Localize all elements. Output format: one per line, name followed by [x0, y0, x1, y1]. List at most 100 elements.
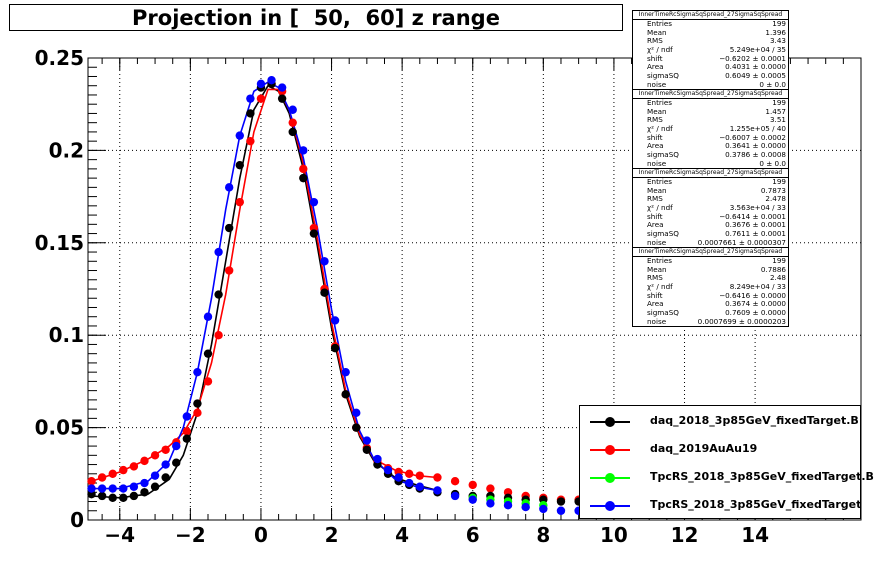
stat-row: Area 0.3641 ± 0.0000 [633, 142, 788, 151]
data-point [288, 105, 297, 114]
data-point [330, 316, 340, 325]
stat-row: sigmaSQ 0.7611 ± 0.0001 [633, 228, 788, 239]
legend-marker-icon [605, 501, 615, 511]
stat-row: χ² / ndf 5.249e+04 / 35 [633, 44, 788, 55]
data-point [405, 478, 414, 488]
data-point [224, 223, 234, 233]
data-point [503, 501, 513, 510]
data-point [97, 491, 107, 501]
stat-key: noise [647, 79, 667, 89]
data-point [486, 499, 495, 508]
stat-value: 5.249e+04 / 35 [729, 44, 786, 54]
stat-box: InnerTimeRcSigmaSqSpread_27SigmaSqSpread… [632, 10, 789, 91]
stat-key: Mean [647, 106, 667, 116]
stat-box-title: InnerTimeRcSigmaSqSpread_27SigmaSqSpread [633, 169, 788, 178]
y-tick-label: 0.15 [35, 231, 84, 255]
data-point [246, 136, 255, 146]
data-point [468, 495, 477, 504]
stat-key: χ² / ndf [647, 202, 673, 212]
stat-key: Area [647, 141, 664, 151]
data-point [161, 460, 170, 469]
y-tick-label: 0.2 [49, 138, 84, 162]
stat-key: sigmaSQ [647, 228, 679, 238]
data-point [214, 331, 223, 340]
data-point [140, 488, 149, 497]
stat-value: 0.7873 [760, 185, 786, 195]
stat-value: 0.7611 ± 0.0001 [725, 228, 786, 238]
data-point [129, 482, 139, 491]
stat-value: 0 ± 0.0 [759, 158, 786, 168]
x-tick-label: 6 [466, 523, 480, 547]
data-point [97, 484, 107, 493]
data-point [150, 451, 160, 460]
data-point [450, 491, 460, 501]
stat-box: InnerTimeRcSigmaSqSpread_27SigmaSqSpread… [632, 247, 789, 328]
stat-key: Mean [647, 27, 667, 37]
stat-row: shift −0.6416 ± 0.0000 [633, 291, 788, 301]
data-point [150, 482, 160, 491]
data-point [119, 484, 128, 493]
data-point [203, 312, 213, 321]
stat-box: InnerTimeRcSigmaSqSpread_27SigmaSqSpread… [632, 89, 789, 170]
data-point [299, 173, 308, 183]
data-point [224, 183, 234, 192]
legend-label: TpcRS_2018_3p85GeV_fixedTarget [650, 498, 862, 511]
y-tick-label: 0.25 [35, 46, 84, 70]
x-tick-label: −4 [104, 523, 135, 547]
legend-label: daq_2018_3p85GeV_fixedTarget.B [650, 414, 859, 427]
data-point [394, 473, 403, 482]
legend-entry: TpcRS_2018_3p85GeV_fixedTarget [580, 496, 862, 516]
stat-value: 199 [772, 177, 786, 186]
x-tick-label: 8 [536, 523, 550, 547]
stat-row: Mean 0.7873 [633, 185, 788, 196]
data-point [214, 247, 223, 257]
data-point [433, 473, 442, 482]
legend-entry: TpcRS_2018_3p85GeV_fixedTarget.B [580, 468, 874, 488]
stat-key: Entries [647, 256, 673, 265]
stat-key: Entries [647, 177, 673, 186]
data-point [235, 197, 244, 207]
stat-value: 3.43 [769, 36, 786, 46]
stat-value: −0.6202 ± 0.0001 [719, 53, 786, 63]
stat-value: 0.3674 ± 0.0000 [725, 299, 786, 309]
stat-row: noise 0 ± 0.0 [633, 158, 788, 169]
stat-row: noise 0.0007699 ± 0.0000203 [633, 316, 788, 327]
data-point [556, 497, 566, 506]
stat-value: 2.48 [769, 273, 786, 283]
stat-key: χ² / ndf [647, 44, 673, 54]
data-point [182, 412, 192, 421]
stat-key: χ² / ndf [647, 123, 673, 133]
legend-marker-icon [605, 445, 615, 455]
stat-box-title: InnerTimeRcSigmaSqSpread_27SigmaSqSpread [633, 90, 788, 99]
stat-row: χ² / ndf 3.563e+04 / 33 [633, 202, 788, 213]
stat-key: noise [647, 158, 667, 168]
stat-key: sigmaSQ [647, 307, 679, 317]
data-point [246, 94, 255, 103]
x-tick-label: 12 [671, 523, 699, 547]
legend-entry: daq_2019AuAu19 [580, 440, 860, 460]
stat-key: Mean [647, 264, 667, 274]
stat-value: 0.0007699 ± 0.0000203 [697, 316, 786, 326]
x-tick-label: 2 [325, 523, 339, 547]
data-point [320, 288, 329, 297]
stat-value: 0.0007661 ± 0.0000307 [697, 237, 786, 247]
data-point [193, 399, 202, 408]
data-point [267, 75, 276, 85]
stat-key: Entries [647, 98, 673, 107]
data-point [433, 486, 442, 495]
data-point [87, 484, 96, 493]
data-point [161, 473, 170, 482]
data-point [277, 94, 287, 103]
data-point [309, 229, 319, 238]
x-tick-label: 4 [395, 523, 409, 547]
stat-value: 199 [772, 256, 786, 265]
legend-marker-icon [605, 417, 615, 427]
data-point [556, 506, 566, 515]
stat-key: Area [647, 220, 664, 230]
data-point [288, 118, 297, 127]
stat-key: Mean [647, 185, 667, 195]
stat-row: Entries 199 [633, 177, 788, 187]
y-tick-label: 0 [70, 508, 84, 532]
data-point [341, 390, 350, 399]
data-point [277, 83, 287, 92]
